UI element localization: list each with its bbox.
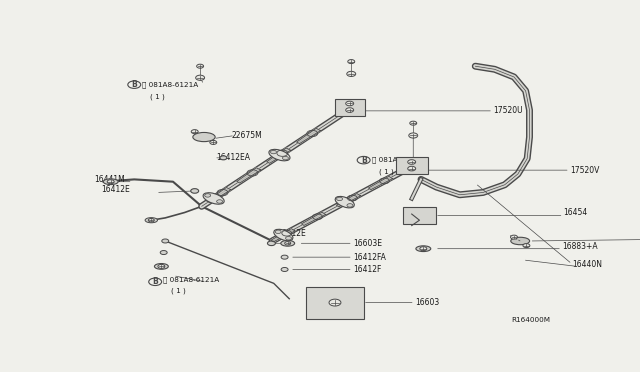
Ellipse shape <box>103 179 118 185</box>
Text: 22675M: 22675M <box>231 131 262 140</box>
Circle shape <box>210 140 217 144</box>
Circle shape <box>347 203 353 207</box>
Circle shape <box>409 133 418 138</box>
Text: 16883+A: 16883+A <box>562 242 598 251</box>
Circle shape <box>511 235 518 239</box>
Polygon shape <box>369 176 392 190</box>
Polygon shape <box>237 168 260 183</box>
Text: 16603E: 16603E <box>353 239 382 248</box>
Circle shape <box>348 60 355 64</box>
Circle shape <box>408 160 415 164</box>
Circle shape <box>408 166 415 171</box>
Circle shape <box>281 267 288 272</box>
Circle shape <box>347 71 356 77</box>
Text: 16412E: 16412E <box>102 185 131 194</box>
Ellipse shape <box>274 229 293 241</box>
Circle shape <box>329 299 341 306</box>
Circle shape <box>271 150 276 154</box>
Text: ( 1 ): ( 1 ) <box>150 94 164 100</box>
Polygon shape <box>207 187 231 203</box>
Circle shape <box>196 75 205 80</box>
Ellipse shape <box>145 218 157 223</box>
Text: B: B <box>131 80 137 89</box>
Text: 17520U: 17520U <box>493 106 523 115</box>
Polygon shape <box>301 212 326 225</box>
Ellipse shape <box>203 193 224 204</box>
Circle shape <box>205 194 211 197</box>
Circle shape <box>162 239 169 243</box>
Text: ( 1 ): ( 1 ) <box>171 288 186 294</box>
Text: 16412EA: 16412EA <box>216 153 250 162</box>
Circle shape <box>158 264 165 269</box>
FancyBboxPatch shape <box>306 286 364 318</box>
Ellipse shape <box>416 246 431 251</box>
Text: 17520V: 17520V <box>570 166 599 174</box>
Text: 16454: 16454 <box>564 208 588 217</box>
Circle shape <box>410 121 417 125</box>
Ellipse shape <box>511 237 530 245</box>
FancyBboxPatch shape <box>403 207 436 224</box>
Circle shape <box>285 241 291 245</box>
Polygon shape <box>271 229 295 242</box>
FancyBboxPatch shape <box>335 99 365 116</box>
Text: Ⓑ 081A8-8251A: Ⓑ 081A8-8251A <box>372 157 428 163</box>
Text: Ⓑ 081A8-6121A: Ⓑ 081A8-6121A <box>163 276 219 283</box>
FancyBboxPatch shape <box>396 157 428 174</box>
Circle shape <box>420 247 427 251</box>
Circle shape <box>191 130 198 134</box>
Text: B: B <box>361 155 367 165</box>
Text: 16440N: 16440N <box>572 260 602 269</box>
Circle shape <box>148 218 154 222</box>
Circle shape <box>160 250 167 254</box>
Circle shape <box>216 200 223 203</box>
Text: 16412F: 16412F <box>353 265 381 274</box>
Circle shape <box>148 278 162 286</box>
Ellipse shape <box>281 240 294 246</box>
Circle shape <box>108 180 114 184</box>
Circle shape <box>191 189 198 193</box>
Circle shape <box>196 64 204 68</box>
Circle shape <box>220 156 227 160</box>
Text: 16412E: 16412E <box>278 229 307 238</box>
Circle shape <box>282 156 289 160</box>
Circle shape <box>281 255 288 259</box>
Circle shape <box>268 241 275 246</box>
Circle shape <box>346 101 354 106</box>
Circle shape <box>523 244 530 248</box>
Ellipse shape <box>269 150 290 161</box>
Ellipse shape <box>335 196 355 208</box>
Ellipse shape <box>193 132 215 142</box>
Text: 16603: 16603 <box>415 298 439 307</box>
Text: ( 1 ): ( 1 ) <box>380 169 394 175</box>
Circle shape <box>275 230 281 234</box>
Text: 16441M: 16441M <box>94 175 125 184</box>
Circle shape <box>128 81 141 89</box>
Circle shape <box>357 156 370 164</box>
Ellipse shape <box>154 263 168 269</box>
Circle shape <box>346 108 354 112</box>
Circle shape <box>337 197 342 201</box>
Text: Ⓑ 081A8-6121A: Ⓑ 081A8-6121A <box>142 81 198 88</box>
Text: B: B <box>152 277 158 286</box>
Polygon shape <box>296 128 321 144</box>
Polygon shape <box>267 148 291 163</box>
Circle shape <box>285 237 291 240</box>
Text: 16412FA: 16412FA <box>353 253 386 262</box>
Polygon shape <box>337 193 360 207</box>
Text: R164000M: R164000M <box>511 317 550 323</box>
